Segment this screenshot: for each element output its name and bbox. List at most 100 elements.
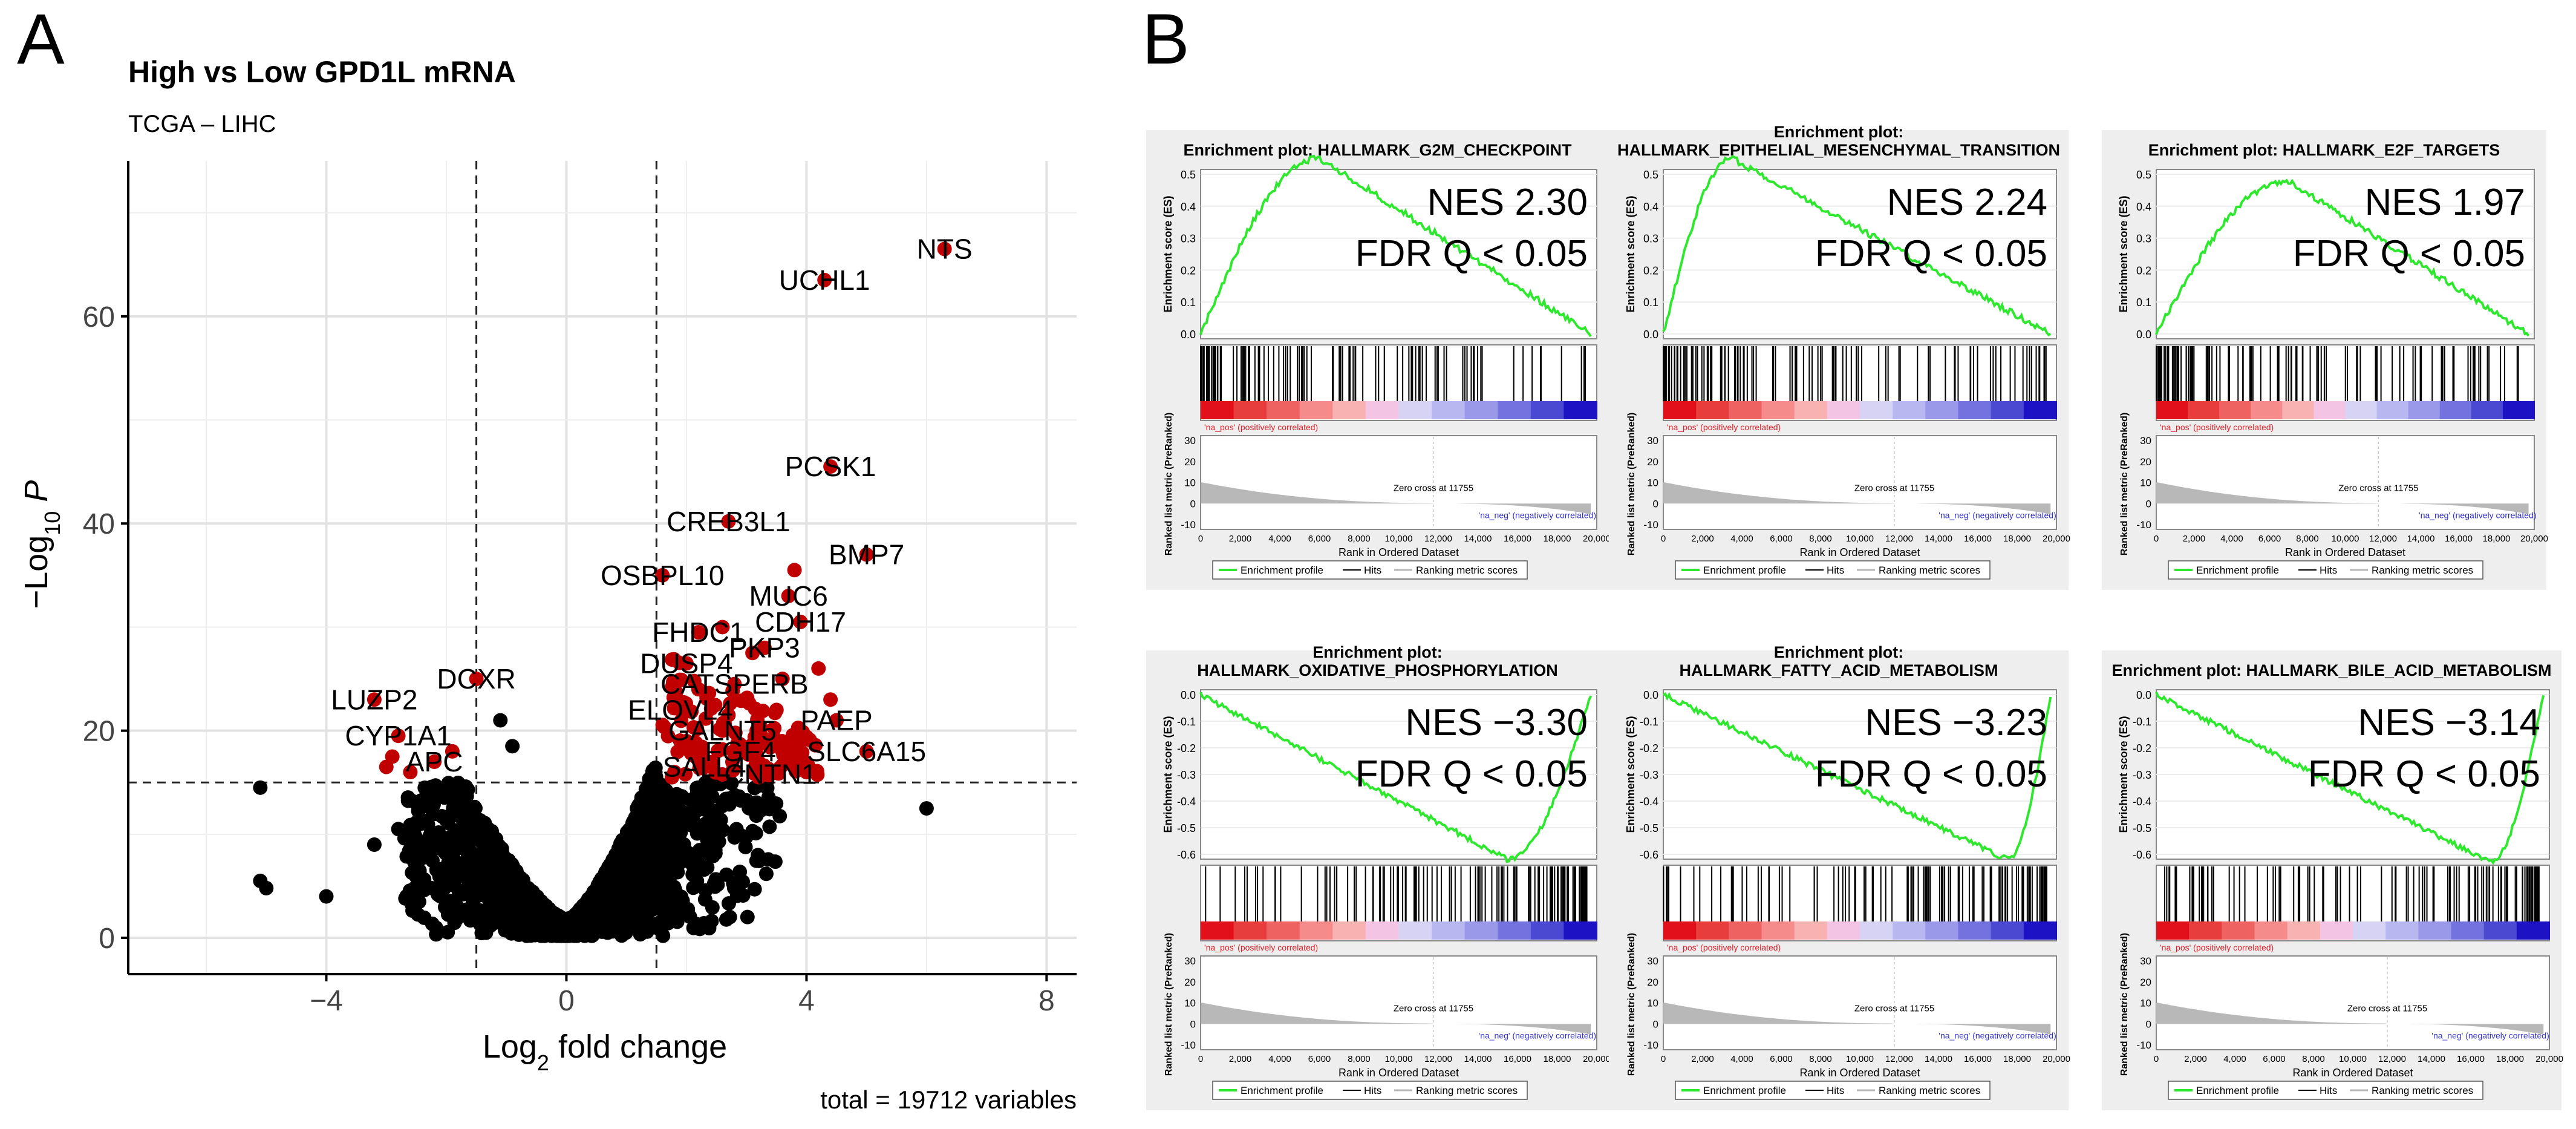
significant-point (670, 744, 685, 759)
significant-point (811, 661, 826, 676)
rank-tick-label: 2,000 (1691, 1054, 1714, 1064)
rank-color-bar (1827, 921, 1860, 940)
volcano-point (319, 889, 334, 904)
rank-tick-label: 14,000 (2418, 1054, 2445, 1064)
rank-color-bar (2483, 921, 2517, 940)
legend-label: Enrichment profile (2196, 1085, 2279, 1096)
gene-label: ELOVL4 (628, 694, 733, 725)
rank-tick-label: 10,000 (2339, 1054, 2367, 1064)
volcano-point (724, 776, 739, 791)
volcano-point (656, 928, 671, 943)
fdr-value: FDR Q < 0.05 (2293, 233, 2525, 275)
significant-point (715, 620, 730, 635)
rank-color-bar (1432, 921, 1466, 940)
volcano-point (493, 713, 508, 728)
volcano-point (517, 907, 532, 922)
rank-tick-label: 8,000 (1348, 1054, 1371, 1064)
significant-point (787, 563, 802, 578)
fdr-value: FDR Q < 0.05 (1355, 753, 1588, 795)
labeled-gene-point (367, 692, 382, 707)
legend-label: Hits (2320, 1085, 2337, 1096)
metric-tick-label: 10 (1184, 477, 1196, 489)
legend-label: Enrichment profile (1241, 1085, 1323, 1096)
fdr-value: FDR Q < 0.05 (1815, 753, 2047, 795)
rank-tick-label: 12,000 (2378, 1054, 2406, 1064)
es-tick-label: -0.2 (2133, 742, 2151, 754)
rank-color-bar (1991, 921, 2024, 940)
rank-tick-label: 6,000 (1770, 1054, 1793, 1064)
gsea-panel-5: Enrichment plot:HALLMARK_FATTY_ACID_META… (1609, 643, 2070, 1110)
volcano-point (478, 916, 493, 931)
metric-tick-label: 30 (1647, 955, 1658, 967)
volcano-point (768, 854, 783, 869)
rank-color-bar (1332, 401, 1366, 419)
volcano-point (428, 920, 443, 935)
volcano-point (405, 903, 420, 918)
es-tick-label: -0.6 (2133, 849, 2151, 861)
x-tick-label: 8 (1039, 985, 1055, 1017)
es-tick-label: 0.2 (2136, 264, 2151, 277)
metric-tick-label: -10 (1181, 1039, 1196, 1051)
es-tick-label: 0.0 (1181, 689, 1196, 701)
volcano-point (472, 888, 487, 903)
rank-tick-label: 18,000 (2483, 534, 2511, 544)
volcano-point (648, 772, 664, 787)
na-pos-label: 'na_pos' (positively correlated) (2160, 422, 2274, 432)
rank-color-bar (1398, 401, 1433, 419)
metric-area (1663, 435, 2057, 530)
es-tick-label: 0.3 (2136, 233, 2151, 245)
volcano-point (691, 794, 706, 809)
es-tick-label: -0.3 (1640, 769, 1658, 781)
rank-color-bar (2287, 921, 2321, 940)
rank-color-bar (2385, 921, 2419, 940)
rank-color-bar (2188, 401, 2220, 419)
rank-color-bar (1432, 401, 1466, 419)
volcano-point (633, 859, 648, 874)
rank-color-bar (1827, 401, 1860, 419)
es-tick-label: 0.0 (1643, 689, 1658, 701)
volcano-point (431, 825, 446, 840)
rank-tick-label: 8,000 (2296, 534, 2319, 544)
labeled-gene-point (937, 241, 952, 257)
rank-tick-label: 16,000 (1504, 534, 1531, 544)
es-tick-label: 0.5 (2136, 169, 2151, 181)
rank-color-bar (2282, 401, 2315, 419)
significant-point (403, 765, 418, 780)
volcano-point (630, 870, 645, 885)
metric-axis-label: Ranked list metric (PreRanked) (1164, 413, 1174, 556)
es-tick-label: -0.3 (2133, 769, 2151, 781)
volcano-point (399, 849, 414, 864)
rank-color-bar (2471, 401, 2503, 419)
gsea-title: Enrichment plot: (1774, 643, 1904, 661)
gsea-panel-1: Enrichment plot: HALLMARK_G2M_CHECKPOINT… (1146, 130, 1611, 590)
rank-axis-label: Rank in Ordered Dataset (2285, 546, 2405, 558)
na-neg-label: 'na_neg' (negatively correlated) (1479, 511, 1596, 520)
significant-point (772, 738, 787, 753)
labeled-gene-point (427, 754, 442, 770)
significant-point (668, 684, 683, 699)
rank-color-bar (1201, 921, 1234, 940)
labeled-gene-point (859, 547, 874, 562)
rank-tick-label: 0 (1198, 534, 1203, 544)
rank-color-bar (2156, 921, 2190, 940)
rank-tick-label: 16,000 (1964, 534, 1992, 544)
rank-tick-label: 14,000 (1925, 534, 1952, 544)
volcano-point (259, 880, 274, 895)
rank-color-bar (1530, 401, 1565, 419)
rank-tick-label: 8,000 (1809, 1054, 1832, 1064)
significant-point (728, 725, 743, 741)
volcano-point (458, 902, 474, 917)
gsea-title: Enrichment plot: (1774, 123, 1904, 141)
volcano-point (411, 803, 426, 819)
significant-point (379, 759, 394, 774)
ranking-metric-area (1201, 1002, 1591, 1035)
metric-tick-label: 10 (1647, 477, 1658, 489)
volcano-point (631, 798, 646, 813)
rank-tick-label: 4,000 (2220, 534, 2243, 544)
es-tick-label: -0.1 (2133, 716, 2151, 728)
es-tick-label: 0.4 (1643, 201, 1658, 213)
volcano-point (663, 895, 678, 910)
volcano-point (634, 820, 649, 836)
es-tick-label: 0.5 (1181, 169, 1196, 181)
es-tick-label: -0.5 (2133, 822, 2151, 834)
